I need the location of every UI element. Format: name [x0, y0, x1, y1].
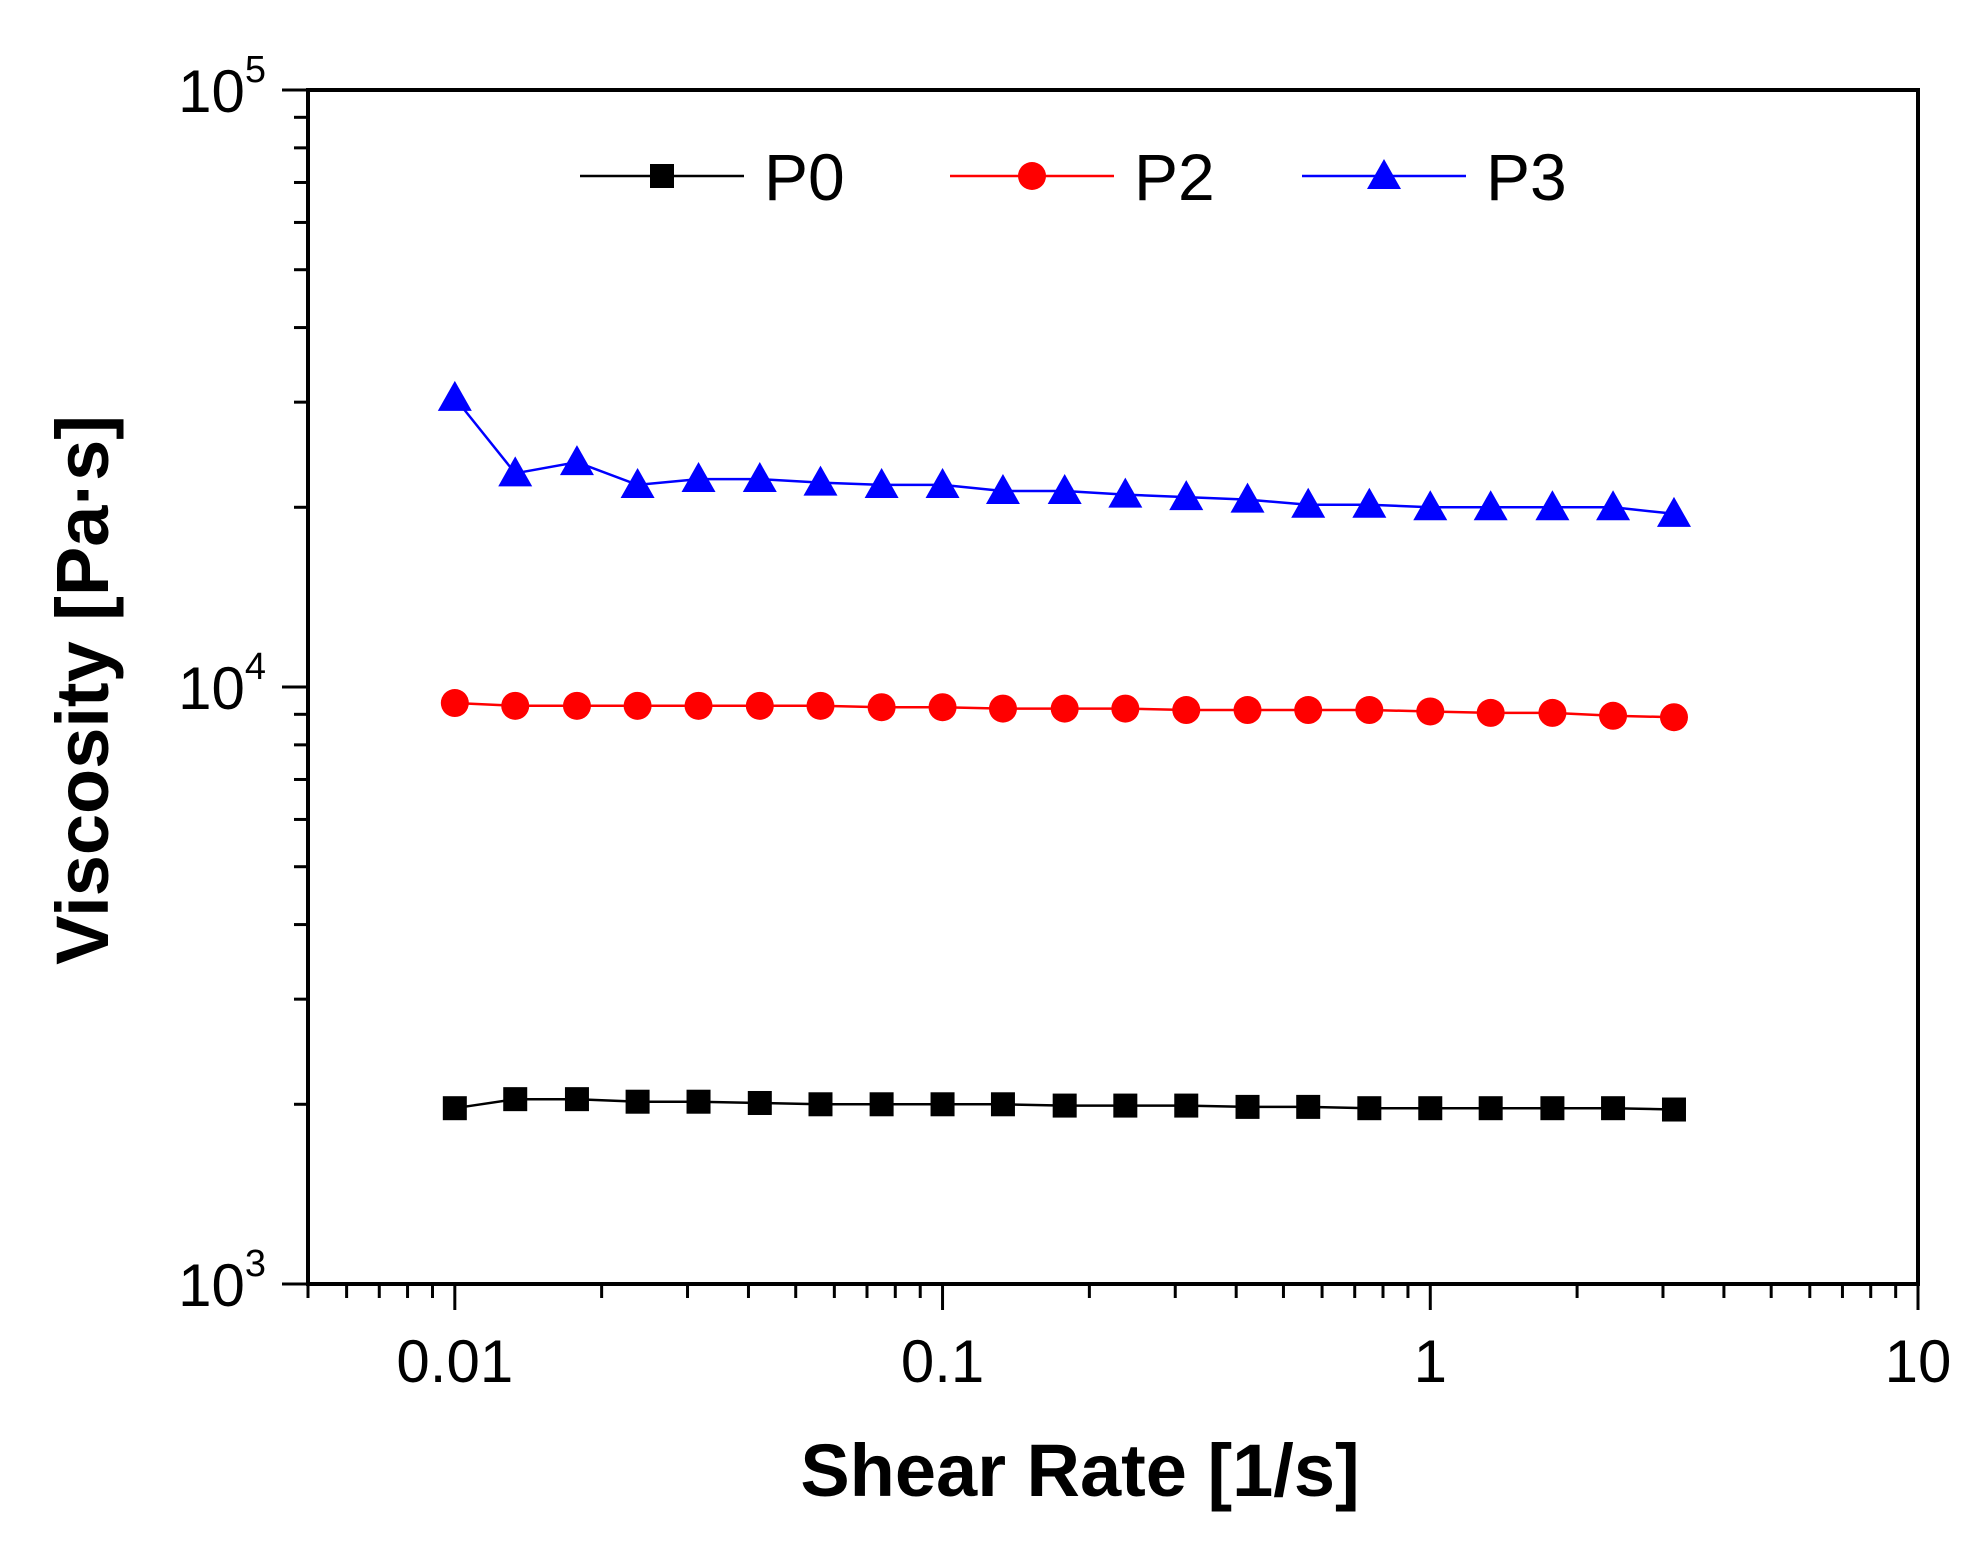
- legend-item-p2: P2: [950, 140, 1215, 214]
- data-point-p2: [440, 689, 469, 718]
- data-point-p2: [1599, 701, 1628, 730]
- data-point-p3: [1108, 477, 1143, 508]
- data-point-p2: [501, 691, 530, 720]
- data-point-p2: [1294, 696, 1323, 725]
- data-point-p3: [985, 473, 1020, 504]
- data-point-p3: [1535, 490, 1570, 521]
- data-point-p2: [1172, 696, 1201, 725]
- series-layer: [437, 380, 1691, 1122]
- data-point-p3: [1047, 473, 1082, 504]
- data-point-p3: [1596, 490, 1631, 521]
- series-p2: [440, 689, 1688, 732]
- data-point-p3: [1413, 490, 1448, 521]
- x-tick-label: 0.1: [901, 1328, 984, 1395]
- legend-item-p0: P0: [580, 140, 845, 214]
- data-point-p2: [1659, 703, 1688, 732]
- data-point-p0: [930, 1092, 955, 1117]
- data-point-p2: [684, 691, 713, 720]
- legend-label: P0: [764, 140, 845, 214]
- data-point-p3: [1169, 480, 1204, 511]
- data-point-p0: [1540, 1096, 1565, 1121]
- data-point-p2: [1050, 694, 1079, 723]
- data-point-p2: [988, 694, 1017, 723]
- data-point-p3: [742, 462, 777, 493]
- y-axis-ticks: 103 104 105: [178, 49, 308, 1319]
- data-point-p2: [1233, 696, 1262, 725]
- data-point-p0: [1052, 1093, 1077, 1118]
- data-point-p0: [625, 1089, 650, 1114]
- data-point-p0: [503, 1087, 528, 1112]
- data-point-p3: [559, 445, 594, 476]
- y-tick-label: 103: [178, 1243, 266, 1319]
- data-point-p0: [1113, 1093, 1138, 1118]
- data-point-p0: [442, 1096, 467, 1121]
- data-point-p0: [1174, 1093, 1199, 1118]
- data-point-p0: [808, 1092, 833, 1117]
- data-point-p2: [623, 691, 652, 720]
- data-point-p3: [620, 467, 655, 498]
- data-point-p2: [806, 691, 835, 720]
- data-point-p2: [562, 691, 591, 720]
- legend-marker: [1018, 162, 1046, 190]
- data-point-p0: [1418, 1096, 1443, 1121]
- legend-label: P3: [1486, 140, 1567, 214]
- legend-marker: [1367, 159, 1401, 189]
- data-point-p0: [1235, 1094, 1260, 1119]
- data-point-p3: [1352, 487, 1387, 518]
- y-tick-label: 104: [178, 646, 266, 722]
- data-point-p0: [686, 1089, 711, 1114]
- y-axis-title: Viscosity [Pa·s]: [41, 415, 124, 965]
- data-point-p3: [681, 462, 716, 493]
- data-point-p3: [803, 465, 838, 496]
- data-point-p3: [437, 380, 472, 411]
- data-point-p0: [1601, 1096, 1626, 1121]
- x-tick-label: 0.01: [396, 1328, 513, 1395]
- legend: P0 P2 P3: [580, 140, 1567, 214]
- x-axis-title: Shear Rate [1/s]: [800, 1429, 1359, 1512]
- data-point-p2: [928, 693, 957, 722]
- data-point-p2: [1355, 696, 1384, 725]
- data-point-p0: [1296, 1094, 1321, 1119]
- data-point-p3: [498, 456, 533, 487]
- data-point-p2: [745, 691, 774, 720]
- legend-label: P2: [1134, 140, 1215, 214]
- data-point-p0: [869, 1092, 894, 1117]
- data-point-p3: [1656, 496, 1691, 527]
- legend-marker: [650, 164, 674, 188]
- data-point-p3: [864, 467, 899, 498]
- data-point-p3: [1230, 482, 1265, 513]
- legend-item-p3: P3: [1302, 140, 1567, 214]
- data-point-p0: [564, 1087, 589, 1112]
- x-tick-label: 1: [1414, 1328, 1447, 1395]
- x-tick-label: 10: [1885, 1328, 1952, 1395]
- data-point-p3: [1291, 487, 1326, 518]
- data-point-p2: [1476, 698, 1505, 727]
- data-point-p0: [1661, 1097, 1686, 1122]
- data-point-p2: [867, 693, 896, 722]
- data-point-p3: [1473, 490, 1508, 521]
- data-point-p0: [1478, 1096, 1503, 1121]
- data-point-p0: [1357, 1096, 1382, 1121]
- series-p3: [437, 380, 1691, 527]
- data-point-p2: [1111, 694, 1140, 723]
- y-tick-label: 105: [178, 49, 266, 125]
- data-point-p3: [925, 467, 960, 498]
- data-point-p2: [1538, 698, 1567, 727]
- x-axis-ticks: 0.01 0.1 1 10: [306, 1284, 1952, 1395]
- series-p0: [442, 1087, 1686, 1122]
- data-point-p0: [747, 1090, 772, 1115]
- data-point-p2: [1416, 697, 1445, 726]
- data-point-p0: [990, 1092, 1015, 1117]
